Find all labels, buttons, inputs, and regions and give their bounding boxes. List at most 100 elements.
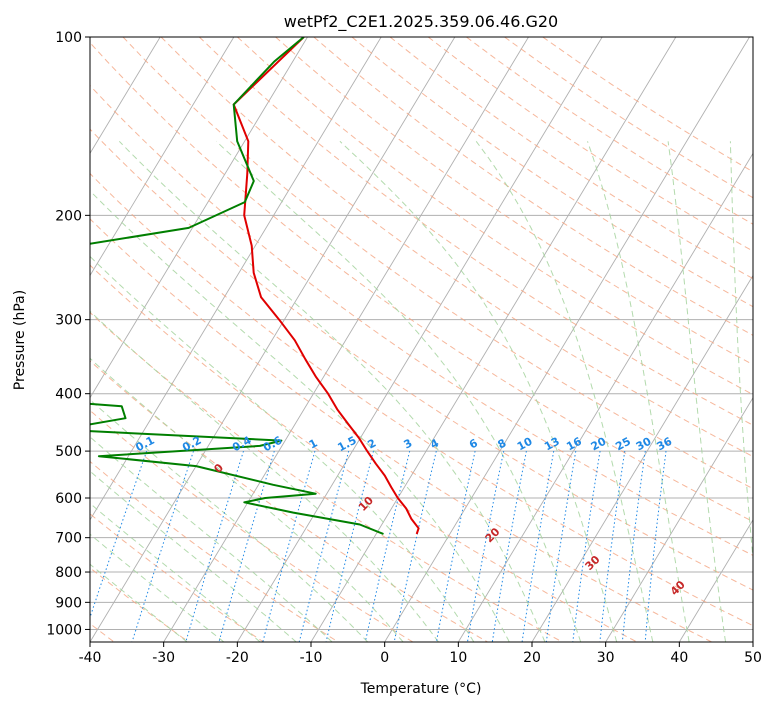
moist-adiabat-line [215, 140, 582, 642]
moist-adiabat-line [667, 141, 727, 642]
series-layer [90, 37, 420, 535]
x-tick-label: 10 [449, 650, 467, 666]
mixing-ratio-label: 20 [589, 435, 609, 454]
dry-adiabat-line [275, 37, 753, 366]
mixing-ratio-label: 36 [655, 435, 675, 454]
isotherm-line [90, 37, 382, 521]
x-axis-title: Temperature (°C) [360, 681, 482, 697]
moist-adiabat-line [90, 436, 333, 642]
x-tick-label: -40 [79, 650, 102, 666]
moist-adiabat-line [90, 502, 261, 642]
dry-adiabat-line [198, 37, 753, 426]
y-tick-label: 400 [55, 387, 82, 403]
moist-adiabat-line [90, 533, 225, 642]
dry-adiabat-line [90, 311, 563, 642]
mixing-ratio-line [599, 451, 626, 642]
mixing-ratio-label: 25 [613, 435, 633, 454]
mixing-ratio-label: 2 [365, 436, 378, 451]
mixing-ratio-line [262, 450, 316, 642]
x-tick-label: 20 [523, 650, 541, 666]
mixing-ratio-line [621, 451, 646, 642]
mixing-ratio-line [467, 450, 505, 642]
isotherm-line [605, 396, 753, 642]
y-tick-label: 900 [55, 595, 82, 611]
moist-adiabat-line [90, 255, 475, 642]
isotherm-line [90, 37, 308, 399]
mixing-ratio-label: 3 [402, 436, 415, 451]
moist-adiabat-line [729, 141, 753, 564]
mixing-ratio-label: 13 [542, 435, 562, 454]
background-line-labels: 0.1 0.2 0.4 0.6 1 1.5 2 3 4 6 8 10 13 16 20 25 30 3601020… [133, 434, 688, 599]
mixing-ratio-label: 16 [564, 435, 584, 454]
y-tick-label: 200 [55, 208, 82, 224]
mixing-ratio-label: 10 [515, 435, 535, 454]
moist-adiabat-line [90, 357, 404, 642]
mixing-ratio-line [491, 451, 527, 642]
y-tick-label: 100 [55, 30, 82, 46]
y-axis: 100 200 300 400 500 600 700 800 900 1000 [46, 30, 90, 638]
x-tick-label: 50 [744, 650, 762, 666]
dry-adiabat-line [90, 84, 753, 556]
moist-adiabat-line [90, 563, 188, 642]
chart-title: wetPf2_C2E1.2025.359.06.46.G20 [284, 12, 558, 32]
y-tick-label: 600 [55, 491, 82, 507]
isotherm-line [310, 37, 677, 642]
isotherm-line [0, 37, 13, 642]
y-tick-label: 800 [55, 565, 82, 581]
moist-adiabat-line [118, 140, 546, 642]
isotherm-line [90, 37, 456, 642]
dry-adiabat-line [237, 37, 753, 396]
moist-adiabat-line [90, 310, 439, 642]
isotherm-line [752, 641, 753, 642]
dewpoint-profile [90, 37, 384, 535]
mixing-ratio-line [325, 450, 374, 642]
mixing-ratio-line [572, 451, 601, 642]
y-axis-title: Pressure (hPa) [12, 290, 28, 390]
mixing-ratio-line [218, 450, 275, 642]
x-tick-label: -30 [152, 650, 175, 666]
isotherm-line [531, 274, 753, 642]
y-tick-label: 300 [55, 313, 82, 329]
dry-adiabat-line [90, 218, 712, 642]
x-axis: -40 -30 -20 -10 0 10 20 30 40 50 [79, 642, 762, 666]
y-tick-label: 1000 [46, 622, 82, 638]
isotherm-line [90, 37, 235, 277]
dry-adiabat-line [313, 37, 753, 336]
dry-adiabat-line [389, 37, 753, 280]
dry-adiabat-line [122, 37, 753, 490]
x-tick-label: 40 [670, 650, 688, 666]
moist-adiabat-line [90, 190, 510, 642]
mixing-ratio-line [435, 450, 476, 642]
isotherm-line [384, 37, 750, 642]
dry-adiabat-line [90, 264, 638, 642]
mixing-ratio-line [185, 450, 244, 642]
y-tick-label: 700 [55, 531, 82, 547]
moist-adiabat-label: 40 [668, 578, 688, 598]
x-tick-label: -20 [226, 650, 249, 666]
mixing-ratio-label: 30 [634, 435, 654, 454]
x-tick-label: 0 [380, 650, 389, 666]
x-tick-label: 30 [597, 650, 615, 666]
isotherm-line [678, 518, 753, 642]
moist-adiabat-label: 30 [583, 553, 603, 573]
isotherm-line [90, 37, 161, 155]
moist-adiabat-line [475, 141, 654, 642]
y-tick-label: 500 [55, 444, 82, 460]
dry-adiabat-line [351, 37, 753, 308]
dry-adiabat-line [90, 513, 264, 642]
moist-adiabat-line [587, 141, 690, 642]
mixing-ratio-line [364, 450, 411, 642]
x-tick-label: -10 [300, 650, 323, 666]
plot-frame [89, 36, 754, 643]
mixing-ratio-label: 6 [467, 436, 480, 451]
dry-adiabat-line [90, 172, 753, 627]
mixing-ratio-line [393, 450, 437, 642]
moist-adiabat-line [339, 140, 618, 642]
dry-adiabat-line [90, 460, 339, 642]
moist-adiabat-line [90, 470, 297, 642]
dry-adiabat-line [427, 37, 753, 252]
dry-adiabat-line [90, 409, 414, 642]
temperature-profile [232, 37, 420, 535]
mixing-ratio-line [298, 450, 350, 642]
